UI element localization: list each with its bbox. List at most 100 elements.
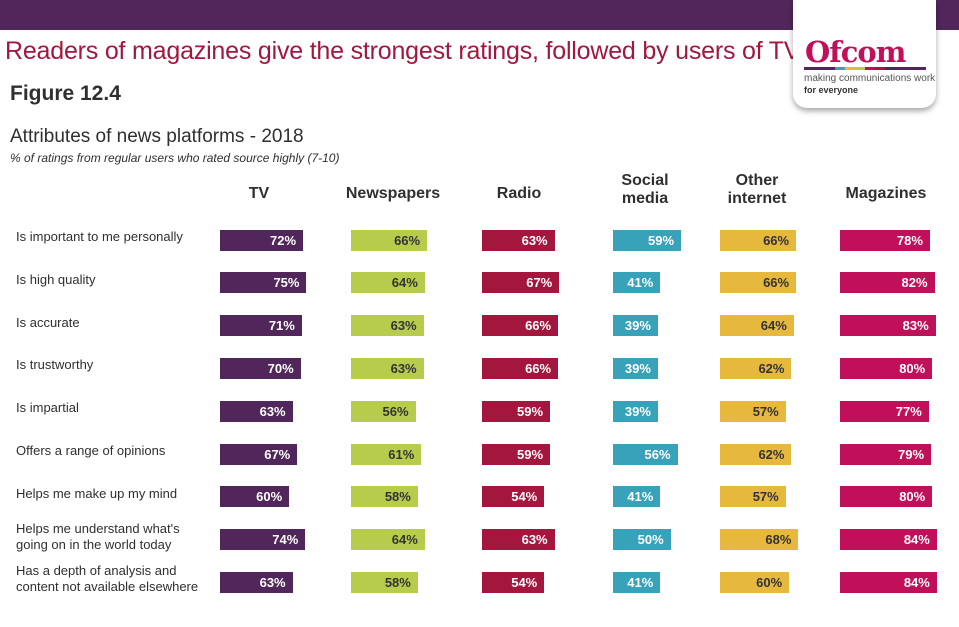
bar-value-label: 84% [903, 532, 930, 548]
bar-tv: 70% [220, 357, 301, 379]
row-label-line: Helps me make up my mind [16, 485, 178, 501]
bar-social-media: 39% [613, 357, 658, 379]
logo-stripe-segment [844, 67, 855, 70]
logo-stripe-segment [824, 67, 835, 70]
row-label: Is trustworthy [16, 357, 93, 373]
bar-other-internet: 60% [720, 571, 790, 593]
bar-magazines: 78% [840, 229, 930, 251]
column-header-newspapers: Newspapers [346, 185, 440, 203]
bar-value-label: 57% [752, 489, 779, 505]
logo-tagline: making communications work [804, 73, 936, 84]
bar-value-label: 71% [268, 318, 295, 334]
bar-value-label: 54% [511, 574, 538, 590]
bar-other-internet: 62% [720, 443, 792, 465]
logo-color-stripe [804, 67, 927, 70]
bar-value-label: 59% [516, 446, 544, 462]
column-header-radio: Radio [497, 185, 541, 203]
bar-tv: 63% [220, 400, 293, 422]
bar-tv: 67% [220, 443, 298, 465]
bar-other-internet: 57% [720, 486, 786, 508]
bar-newspapers: 64% [351, 529, 425, 551]
bar-value-label: 63% [259, 403, 286, 419]
chart-subtitle: % of ratings from regular users who rate… [10, 151, 340, 165]
row-label-line: Is trustworthy [16, 357, 94, 373]
logo-stripe-segment [885, 67, 896, 70]
bar-value-label: 75% [273, 275, 300, 291]
bar-value-label: 56% [644, 446, 671, 462]
bar-social-media: 59% [613, 229, 682, 251]
bar-value-label: 78% [896, 232, 923, 248]
bar-newspapers: 63% [351, 357, 424, 379]
bar-value-label: 62% [758, 446, 785, 462]
bar-value-label: 64% [760, 318, 787, 334]
bar-social-media: 41% [613, 571, 661, 593]
bar-newspapers: 58% [351, 486, 418, 508]
bar-radio: 59% [482, 400, 551, 422]
logo-stripe-segment [804, 67, 815, 70]
row-label: Helps me make up my mind [16, 486, 177, 502]
row-label: Helps me understand what's going on in th… [16, 521, 180, 553]
bar-value-label: 57% [752, 403, 779, 419]
bar-value-label: 59% [647, 232, 675, 248]
bar-tv: 60% [220, 486, 290, 508]
column-header-line: Magazines [845, 185, 927, 202]
bar-radio: 54% [482, 486, 545, 508]
bar-value-label: 39% [624, 403, 651, 419]
row-label: Offers a range of opinions [16, 443, 165, 459]
logo-stripe-segment [814, 67, 825, 70]
bar-value-label: 67% [264, 446, 291, 462]
bar-tv: 63% [220, 571, 293, 593]
row-label: Is impartial [16, 400, 79, 416]
bar-tv: 74% [220, 529, 306, 551]
bar-value-label: 66% [525, 318, 552, 334]
row-label-line: Has a depth of analysis and [16, 563, 177, 579]
bar-value-label: 80% [899, 360, 926, 376]
bar-value-label: 59% [516, 403, 544, 419]
bar-other-internet: 64% [720, 315, 794, 337]
bar-value-label: 63% [390, 318, 417, 334]
row-label-line: Helps me understand what's [16, 520, 180, 536]
bar-value-label: 58% [384, 489, 411, 505]
row-label: Is accurate [16, 315, 80, 331]
bar-magazines: 77% [840, 400, 929, 422]
bar-value-label: 67% [526, 275, 553, 291]
row-label: Is high quality [16, 272, 96, 288]
column-header-magazines: Magazines [846, 185, 927, 203]
bar-value-label: 63% [521, 232, 548, 248]
column-header-line: Radio [496, 185, 542, 202]
bar-radio: 63% [482, 229, 555, 251]
bar-value-label: 66% [763, 232, 790, 248]
bar-value-label: 39% [624, 318, 651, 334]
column-header-line: TV [248, 185, 270, 202]
bar-value-label: 60% [756, 574, 783, 590]
logo-wordmark: Ofcom [805, 35, 906, 69]
bar-value-label: 41% [627, 489, 654, 505]
bar-social-media: 50% [613, 529, 671, 551]
bar-newspapers: 64% [351, 272, 425, 294]
bar-value-label: 41% [627, 574, 654, 590]
row-label: Has a depth of analysis and content not a… [16, 563, 198, 595]
headline: Readers of magazines give the strongest … [5, 37, 805, 65]
row-label-line: Is impartial [16, 400, 79, 416]
bar-value-label: 77% [895, 403, 922, 419]
bar-magazines: 83% [840, 315, 936, 337]
bar-value-label: 74% [272, 532, 299, 548]
logo-stripe-segment [915, 67, 927, 70]
bar-social-media: 39% [613, 400, 658, 422]
logo-stripe-segment [854, 67, 866, 70]
bar-value-label: 63% [390, 360, 417, 376]
bar-other-internet: 68% [720, 529, 799, 551]
bar-value-label: 79% [898, 446, 925, 462]
bar-radio: 67% [482, 272, 560, 294]
row-label-line: Is accurate [16, 314, 80, 330]
bar-radio: 66% [482, 315, 559, 337]
bar-value-label: 82% [901, 275, 928, 291]
bar-newspapers: 61% [351, 443, 422, 465]
bar-other-internet: 62% [720, 357, 792, 379]
bar-magazines: 82% [840, 272, 935, 294]
bar-value-label: 80% [899, 489, 926, 505]
bar-value-label: 39% [624, 360, 651, 376]
column-header-tv: TV [249, 185, 269, 203]
row-label-line: Is high quality [16, 271, 96, 287]
row-label: Is important to me personally [16, 229, 183, 245]
